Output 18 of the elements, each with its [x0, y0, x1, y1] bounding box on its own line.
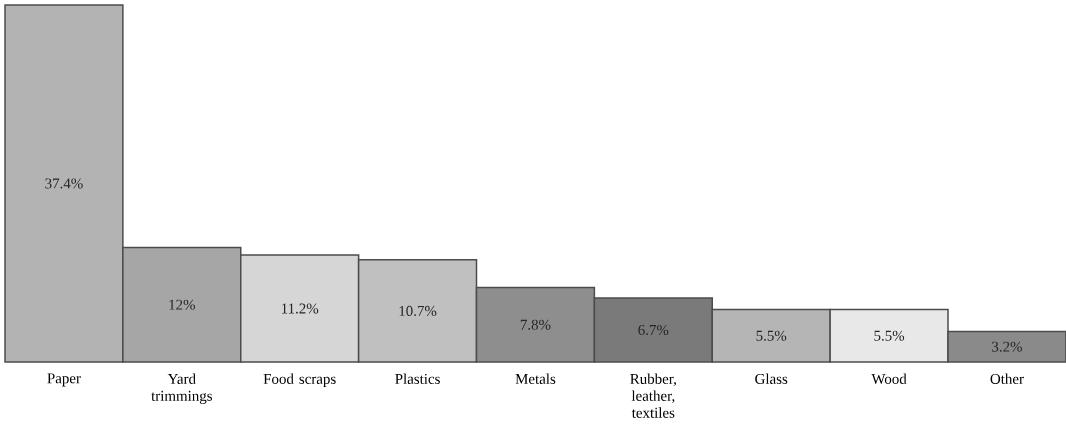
data-label: 37.4%: [45, 178, 83, 189]
data-label: 12%: [169, 299, 195, 310]
data-label: 7.8%: [520, 319, 551, 330]
x-tick-label: Glass: [755, 373, 788, 384]
x-tick-label: Plastics: [395, 373, 440, 384]
x-tick-label: Rubber, leather, textiles: [630, 373, 676, 418]
data-label: 5.5%: [756, 330, 787, 341]
x-tick-label: Paper: [47, 373, 81, 387]
x-tick-label: Food scraps: [263, 373, 336, 387]
x-tick-label: Yard trimmings: [151, 373, 212, 404]
data-label: 11.2%: [281, 303, 319, 314]
data-label: 3.2%: [992, 341, 1022, 352]
x-tick-label: Other: [990, 373, 1024, 384]
x-tick-label: Metals: [515, 373, 556, 384]
data-label: 5.5%: [874, 330, 905, 341]
data-label: 6.7%: [638, 324, 669, 336]
data-label: 10.7%: [399, 305, 437, 317]
x-tick-label: Wood: [871, 373, 907, 385]
